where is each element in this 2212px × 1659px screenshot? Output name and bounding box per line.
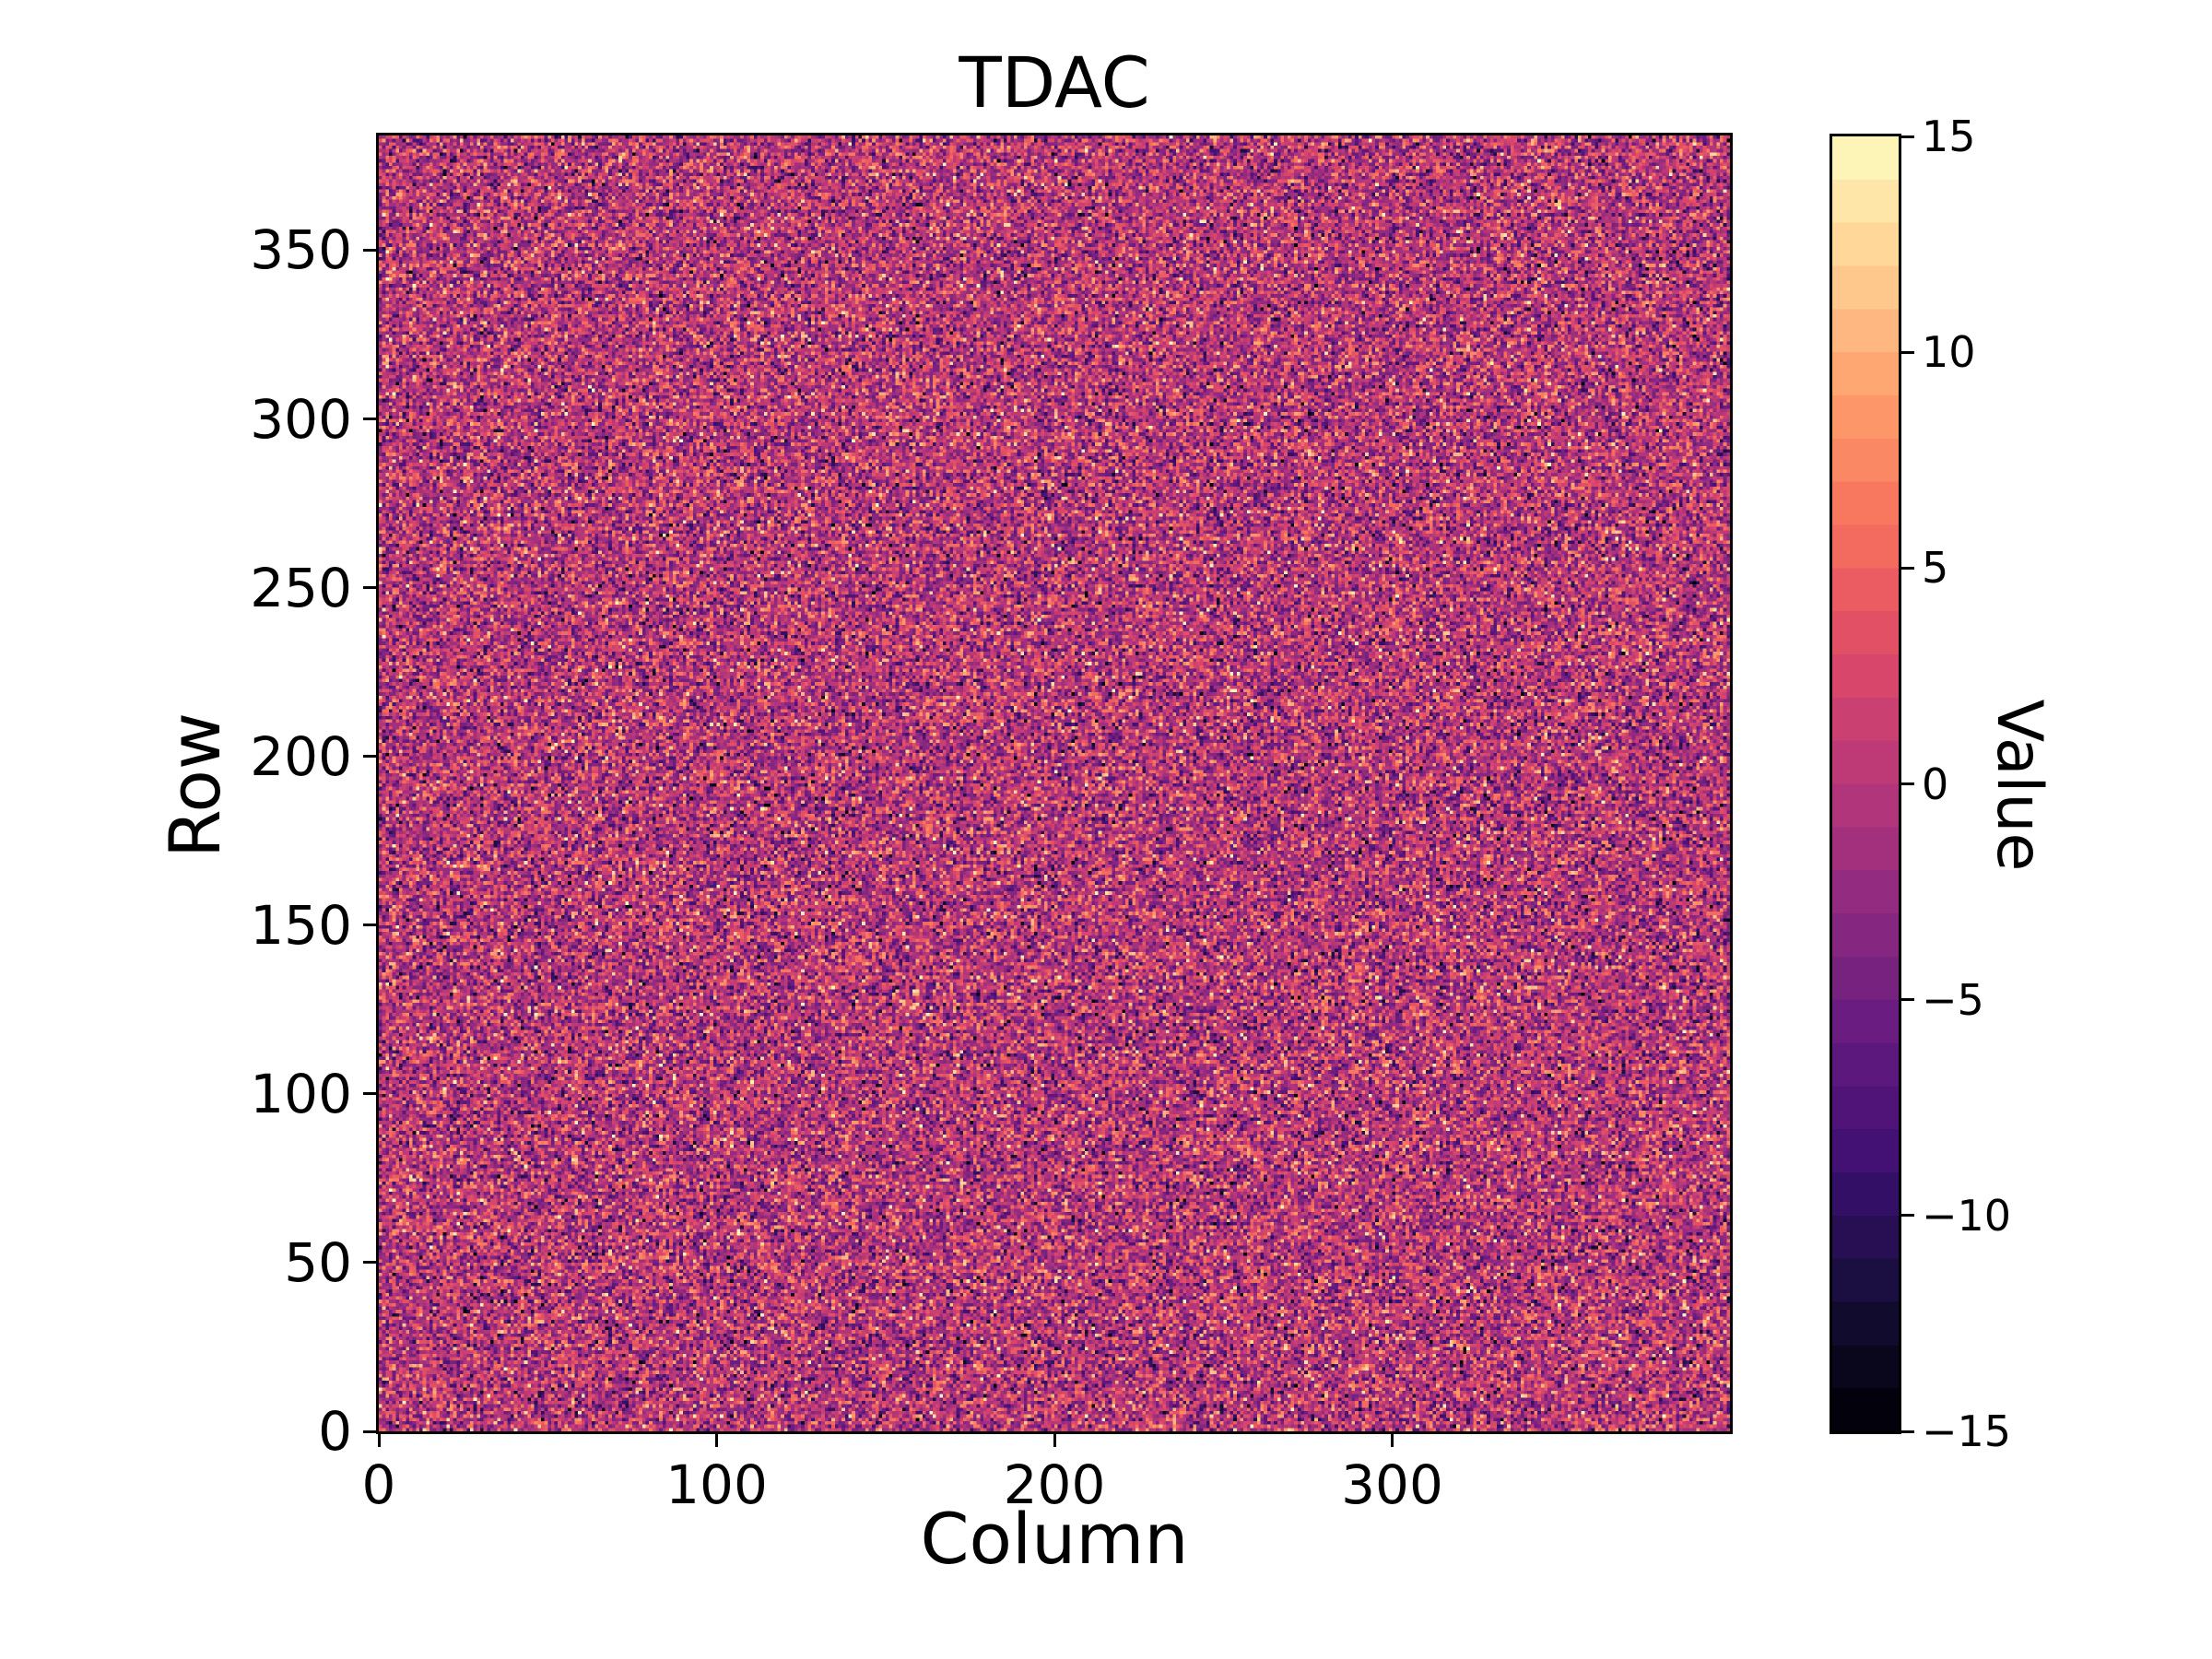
- x-tick-label: 0: [361, 1453, 396, 1516]
- y-tick-mark: [363, 1092, 376, 1096]
- x-tick-label: 300: [1341, 1453, 1443, 1516]
- colorbar-tick-mark: [1901, 782, 1914, 785]
- y-tick-label: 250: [250, 556, 352, 619]
- colorbar-tick-mark: [1901, 1214, 1914, 1218]
- chart-title: TDAC: [959, 41, 1150, 124]
- colorbar-tick-mark: [1901, 350, 1914, 354]
- y-tick-label: 100: [250, 1062, 352, 1125]
- y-tick-mark: [363, 755, 376, 759]
- y-tick-mark: [363, 1430, 376, 1433]
- y-tick-label: 200: [250, 724, 352, 788]
- y-tick-mark: [363, 1261, 376, 1265]
- y-tick-mark: [363, 924, 376, 927]
- colorbar-label: Value: [1983, 699, 2055, 872]
- y-axis-label: Row: [154, 712, 236, 859]
- colorbar-tick-label: −5: [1922, 974, 1984, 1025]
- y-tick-label: 50: [284, 1230, 352, 1294]
- colorbar-tick-label: 15: [1922, 112, 1976, 161]
- colorbar-canvas: [1832, 136, 1899, 1431]
- y-tick-mark: [363, 586, 376, 590]
- y-tick-label: 300: [250, 387, 352, 451]
- colorbar-tick-mark: [1901, 566, 1914, 570]
- x-tick-label: 100: [665, 1453, 768, 1516]
- x-tick-mark: [1053, 1434, 1056, 1447]
- heatmap-plot-area: [376, 133, 1733, 1434]
- colorbar-tick-mark: [1901, 1430, 1914, 1433]
- x-tick-label: 200: [1003, 1453, 1106, 1516]
- y-tick-mark: [363, 418, 376, 421]
- x-tick-mark: [1391, 1434, 1394, 1447]
- colorbar-tick-label: 10: [1922, 327, 1976, 378]
- y-tick-label: 150: [250, 893, 352, 957]
- x-tick-mark: [377, 1434, 381, 1447]
- colorbar: [1830, 134, 1901, 1434]
- colorbar-tick-mark: [1901, 135, 1914, 138]
- y-tick-mark: [363, 248, 376, 252]
- x-tick-mark: [715, 1434, 718, 1447]
- heatmap-canvas: [379, 135, 1730, 1431]
- x-axis-label: Column: [920, 1498, 1189, 1580]
- colorbar-tick-label: −15: [1922, 1406, 2012, 1456]
- y-tick-label: 350: [250, 218, 352, 282]
- colorbar-tick-label: 5: [1922, 543, 1949, 594]
- colorbar-tick-label: −10: [1922, 1190, 2012, 1241]
- colorbar-tick-mark: [1901, 998, 1914, 1002]
- colorbar-tick-label: 0: [1922, 759, 1949, 809]
- y-tick-label: 0: [318, 1400, 352, 1463]
